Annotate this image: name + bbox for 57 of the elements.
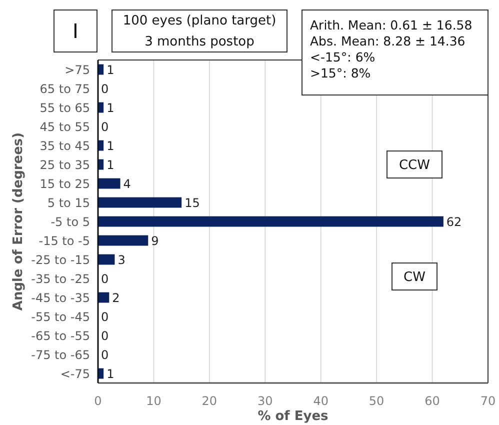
y-tick-label: 15 to 25 [40,176,90,191]
data-label: 4 [123,176,131,191]
y-tick-label: 45 to 55 [40,120,90,134]
chart-title: 100 eyes (plano target) [122,14,276,29]
x-axis-title: % of Eyes [258,409,329,424]
data-label: 3 [118,252,126,267]
y-tick-label: -75 to -65 [31,348,90,362]
data-label: 0 [101,120,109,134]
data-label: 1 [106,366,114,381]
text: I [72,19,78,44]
y-tick-label: 35 to 45 [40,138,90,153]
data-label: 0 [101,348,109,362]
y-tick-label: -35 to -25 [31,272,90,286]
y-tick-label: 55 to 65 [40,100,90,115]
y-tick-label: -45 to -35 [31,290,90,305]
data-label: 1 [106,138,114,153]
y-tick-label: -65 to -55 [31,328,90,343]
x-tick-label: 60 [424,394,440,408]
y-tick-label: -5 to 5 [50,214,90,229]
data-label: 1 [106,158,114,172]
annotation: <-15°: 6% [310,50,376,64]
x-tick-label: 70 [480,394,496,408]
data-label: 2 [112,290,120,305]
data-label: 62 [446,214,462,229]
data-label: 0 [101,82,109,96]
data-label: 9 [151,234,159,248]
data-label: 0 [101,328,109,343]
x-tick-label: 20 [202,394,218,408]
data-label: 0 [101,272,109,286]
annotation: CW [404,270,426,286]
x-tick-label: 40 [313,394,328,408]
x-tick-label: 30 [258,394,273,408]
y-tick-label: -15 to -5 [38,234,90,248]
y-tick-label: -25 to -15 [31,252,90,267]
bar [98,235,148,246]
x-tick-label: 0 [94,394,102,408]
bar [98,216,444,227]
annotation: >15°: 8% [310,66,371,80]
data-label: 15 [184,196,200,210]
x-tick-label: 50 [368,394,384,408]
y-tick-label: 65 to 75 [40,82,90,96]
bar [98,197,182,208]
text: Abs. Mean: 8.28 ± 14.36 [310,34,466,48]
data-label: 0 [101,310,109,324]
y-tick-label: -55 to -45 [31,310,90,324]
chart-subtitle: 3 months postop [144,34,254,50]
y-tick-label: >75 [64,62,90,77]
data-label: 1 [106,62,114,77]
y-tick-label: 5 to 15 [47,196,90,210]
y-tick-label: <-75 [60,366,90,381]
x-tick-label: 10 [146,394,162,408]
y-axis-title: Angle of Error (degrees) [11,132,26,311]
data-label: 1 [106,100,114,115]
y-tick-label: 25 to 35 [40,158,90,172]
bar [98,178,120,189]
text: Arith. Mean: 0.61 ± 16.58 [310,18,472,32]
annotation: CCW [398,158,430,174]
